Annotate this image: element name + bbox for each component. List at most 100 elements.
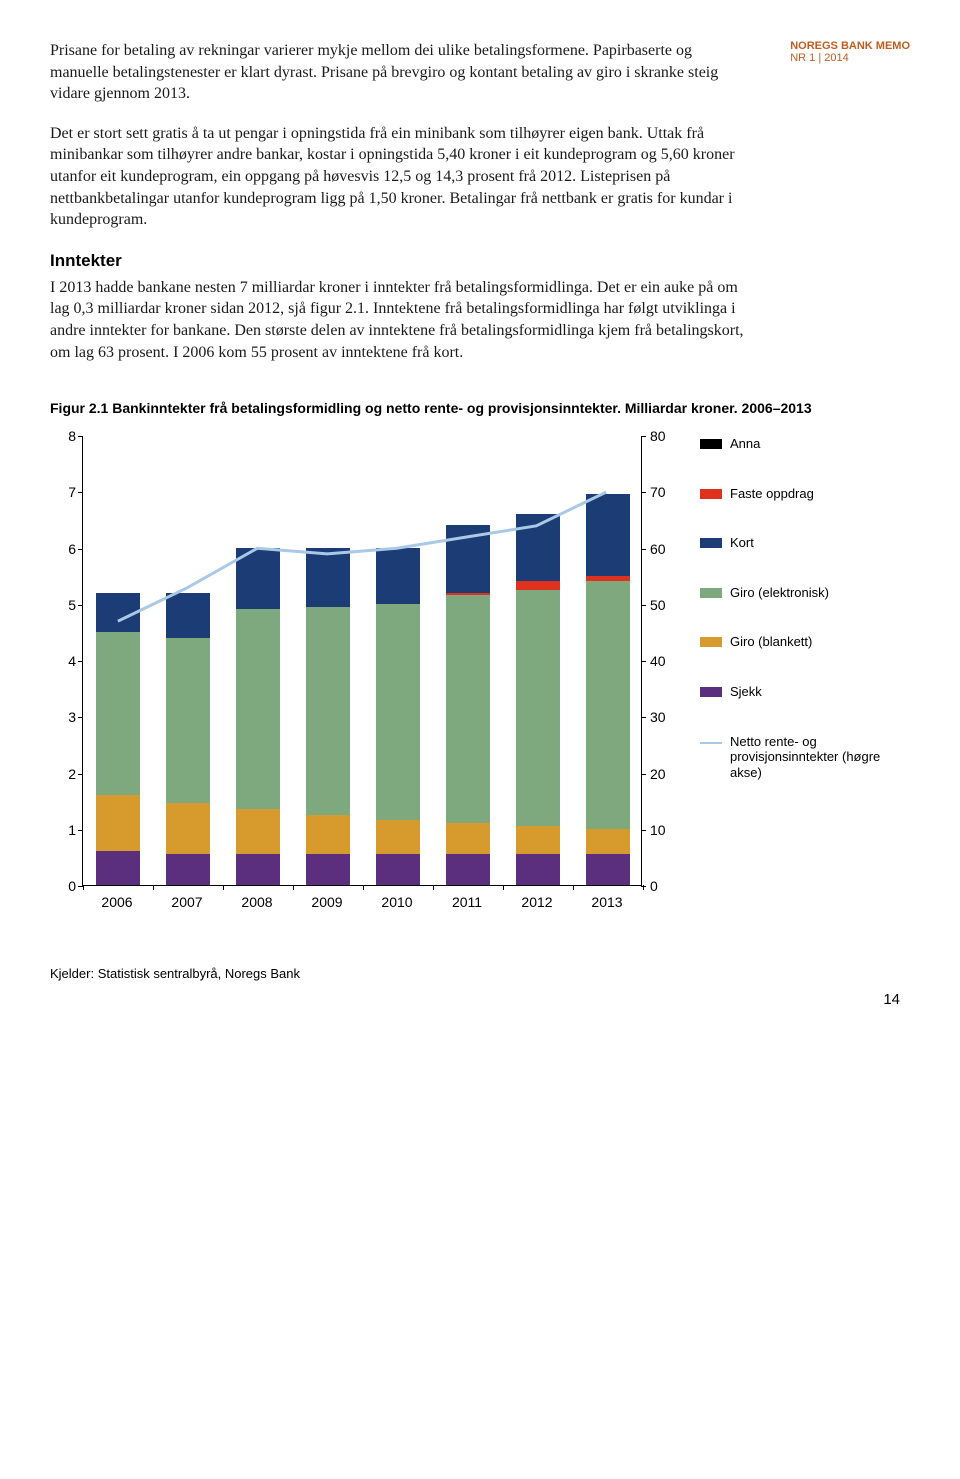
x-axis-label: 2006 bbox=[101, 894, 132, 910]
y-axis-right-label: 60 bbox=[650, 541, 680, 557]
y-axis-left-label: 4 bbox=[50, 653, 76, 669]
bar-segment bbox=[516, 854, 560, 885]
legend-item: Sjekk bbox=[700, 684, 900, 700]
legend-swatch bbox=[700, 538, 722, 548]
y-axis-right-label: 0 bbox=[650, 878, 680, 894]
bar-segment bbox=[376, 604, 420, 821]
y-axis-left-label: 0 bbox=[50, 878, 76, 894]
x-axis-label: 2009 bbox=[311, 894, 342, 910]
bar-segment bbox=[376, 820, 420, 854]
bar-segment bbox=[166, 638, 210, 804]
bar-segment bbox=[446, 823, 490, 854]
legend-label: Anna bbox=[730, 436, 760, 452]
y-axis-right-label: 70 bbox=[650, 484, 680, 500]
bar-segment bbox=[446, 595, 490, 823]
y-axis-right-label: 80 bbox=[650, 428, 680, 444]
bar-segment bbox=[586, 494, 630, 576]
bar-chart: Anna Faste oppdrag Kort Giro (elektronisk) G… bbox=[50, 436, 920, 936]
legend-swatch bbox=[700, 742, 722, 744]
legend-label: Giro (elektronisk) bbox=[730, 585, 829, 601]
stacked-bar bbox=[516, 514, 560, 885]
legend-item: Giro (elektronisk) bbox=[700, 585, 900, 601]
legend-label: Sjekk bbox=[730, 684, 762, 700]
x-axis-label: 2011 bbox=[452, 894, 482, 910]
bar-segment bbox=[376, 548, 420, 604]
paragraph: Prisane for betaling av rekningar varier… bbox=[50, 40, 750, 105]
legend-swatch bbox=[700, 489, 722, 499]
legend-label: Netto rente- og provisjonsinntekter (høg… bbox=[730, 734, 900, 781]
chart-legend: Anna Faste oppdrag Kort Giro (elektronisk) G… bbox=[700, 436, 900, 814]
legend-item: Kort bbox=[700, 535, 900, 551]
bar-segment bbox=[96, 795, 140, 851]
bar-segment bbox=[586, 581, 630, 829]
x-axis-label: 2012 bbox=[521, 894, 552, 910]
bar-segment bbox=[236, 854, 280, 885]
y-axis-right-label: 20 bbox=[650, 766, 680, 782]
legend-label: Faste oppdrag bbox=[730, 486, 814, 502]
bar-segment bbox=[586, 829, 630, 854]
legend-label: Giro (blankett) bbox=[730, 634, 812, 650]
y-axis-left-label: 8 bbox=[50, 428, 76, 444]
figure-caption: Figur 2.1 Bankinntekter frå betalingsfor… bbox=[50, 399, 830, 418]
body-text: Prisane for betaling av rekningar varier… bbox=[50, 40, 750, 363]
bar-segment bbox=[236, 548, 280, 610]
x-axis-label: 2013 bbox=[591, 894, 622, 910]
x-axis-label: 2008 bbox=[241, 894, 272, 910]
bar-segment bbox=[166, 803, 210, 854]
chart-source: Kjelder: Statistisk sentralbyrå, Noregs … bbox=[50, 966, 900, 981]
bar-segment bbox=[96, 851, 140, 885]
y-axis-left-label: 2 bbox=[50, 766, 76, 782]
stacked-bar bbox=[446, 525, 490, 885]
page-number: 14 bbox=[50, 991, 900, 1008]
y-axis-right-label: 30 bbox=[650, 709, 680, 725]
x-axis-label: 2007 bbox=[171, 894, 202, 910]
legend-swatch bbox=[700, 439, 722, 449]
legend-item: Faste oppdrag bbox=[700, 486, 900, 502]
y-axis-right-label: 40 bbox=[650, 653, 680, 669]
stacked-bar bbox=[236, 548, 280, 886]
bar-segment bbox=[376, 854, 420, 885]
stacked-bar bbox=[586, 494, 630, 885]
bar-segment bbox=[166, 854, 210, 885]
doc-header: NOREGS BANK MEMO NR 1 | 2014 bbox=[790, 40, 910, 64]
y-axis-left-label: 3 bbox=[50, 709, 76, 725]
bar-segment bbox=[516, 514, 560, 582]
doc-header-title: NOREGS BANK MEMO bbox=[790, 40, 910, 52]
bar-segment bbox=[96, 593, 140, 632]
bar-segment bbox=[306, 854, 350, 885]
bar-segment bbox=[306, 607, 350, 815]
stacked-bar bbox=[376, 548, 420, 886]
bar-segment bbox=[236, 609, 280, 809]
bar-segment bbox=[516, 581, 560, 589]
bar-segment bbox=[306, 548, 350, 607]
bar-segment bbox=[446, 854, 490, 885]
bar-segment bbox=[516, 826, 560, 854]
bar-segment bbox=[516, 590, 560, 826]
bar-segment bbox=[306, 815, 350, 854]
y-axis-left-label: 5 bbox=[50, 597, 76, 613]
y-axis-right-label: 50 bbox=[650, 597, 680, 613]
y-axis-left-label: 1 bbox=[50, 822, 76, 838]
x-axis-label: 2010 bbox=[381, 894, 412, 910]
bar-segment bbox=[96, 632, 140, 795]
legend-item: Anna bbox=[700, 436, 900, 452]
y-axis-left-label: 6 bbox=[50, 541, 76, 557]
doc-header-issue: NR 1 | 2014 bbox=[790, 52, 910, 64]
paragraph: Det er stort sett gratis å ta ut pengar … bbox=[50, 123, 750, 231]
legend-swatch bbox=[700, 687, 722, 697]
legend-label: Kort bbox=[730, 535, 754, 551]
bar-segment bbox=[446, 525, 490, 593]
legend-item: Giro (blankett) bbox=[700, 634, 900, 650]
bar-segment bbox=[586, 854, 630, 885]
stacked-bar bbox=[306, 548, 350, 886]
paragraph: I 2013 hadde bankane nesten 7 milliardar… bbox=[50, 277, 750, 363]
legend-item: Netto rente- og provisjonsinntekter (høg… bbox=[700, 734, 900, 781]
y-axis-left-label: 7 bbox=[50, 484, 76, 500]
stacked-bar bbox=[166, 593, 210, 886]
bar-segment bbox=[166, 593, 210, 638]
bar-segment bbox=[236, 809, 280, 854]
stacked-bar bbox=[96, 593, 140, 886]
legend-swatch bbox=[700, 637, 722, 647]
section-heading: Inntekter bbox=[50, 251, 750, 271]
y-axis-right-label: 10 bbox=[650, 822, 680, 838]
